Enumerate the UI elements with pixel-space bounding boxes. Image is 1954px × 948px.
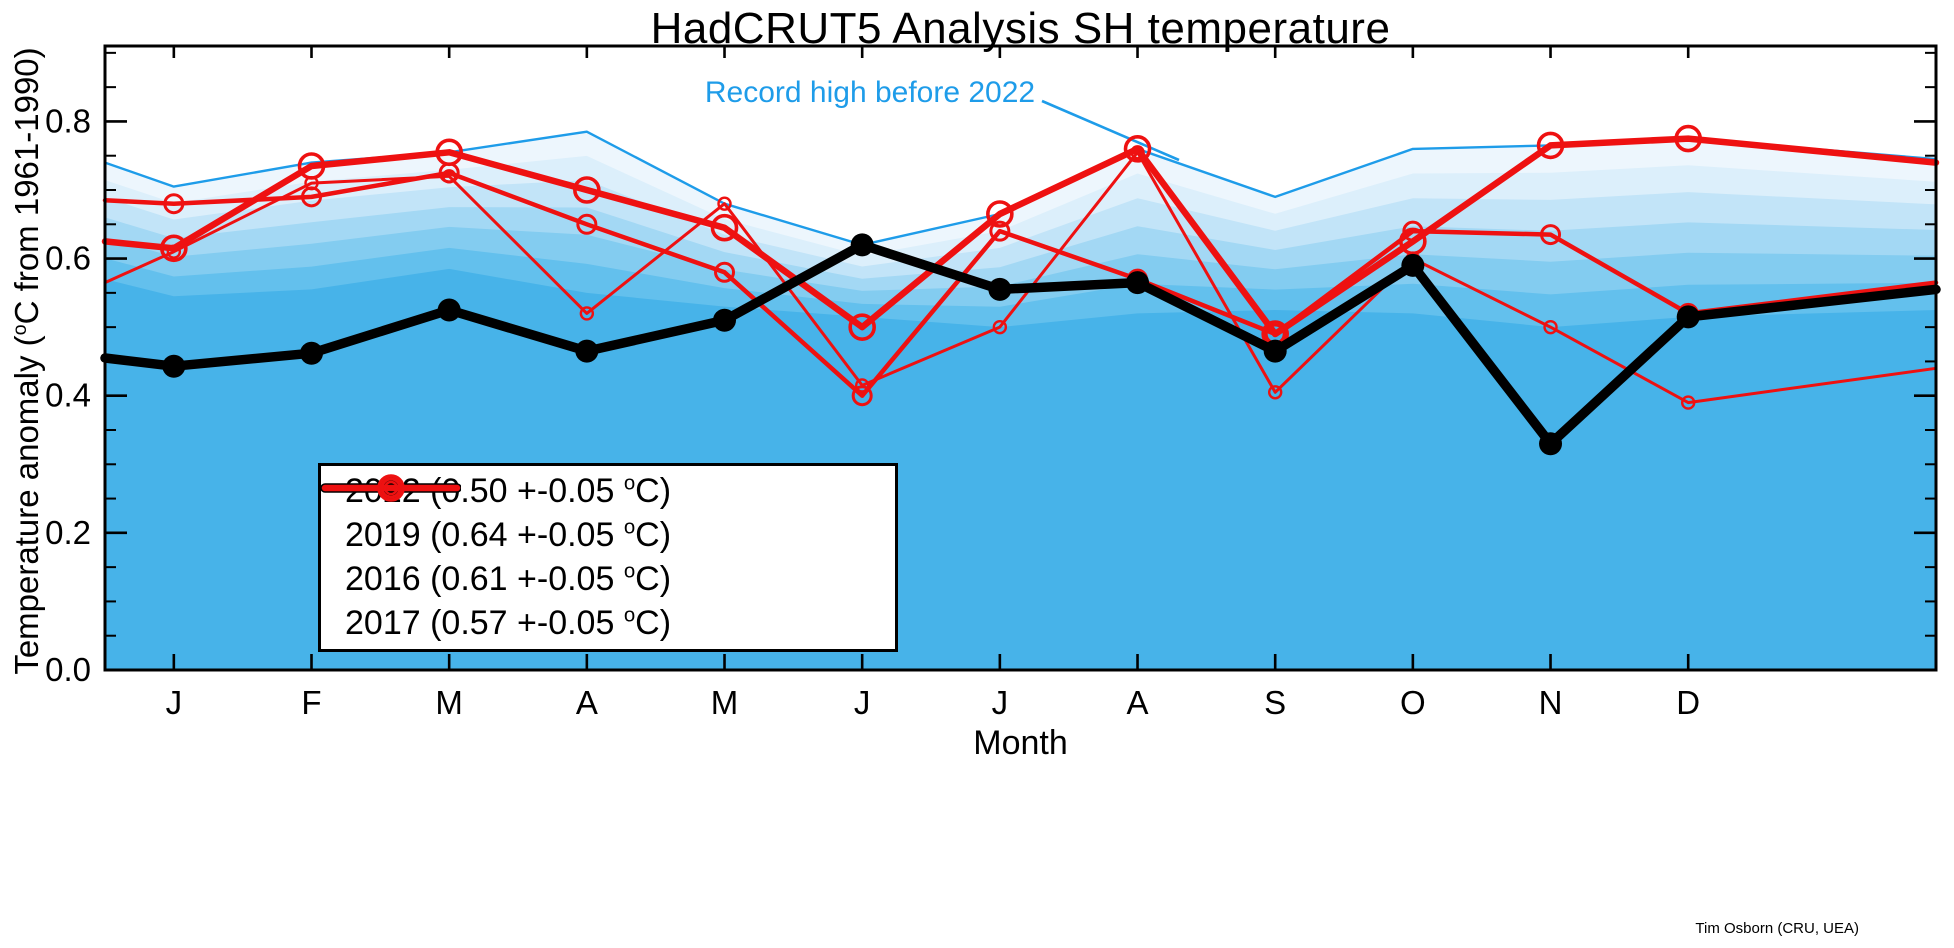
series-markers-2022	[162, 233, 1700, 456]
series-line-2016	[102, 170, 1939, 398]
marker-2016	[576, 213, 598, 235]
marker-2017	[854, 378, 870, 393]
annotation-pointer-line	[1041, 99, 1180, 162]
marker-2017	[579, 306, 595, 321]
marker-2022	[575, 339, 599, 363]
marker-2016	[714, 261, 736, 283]
y-axis-label: Temperature anomaly (oC from 1961-1990)	[8, 47, 45, 675]
month-label: M	[711, 684, 739, 721]
marker-2022	[988, 277, 1012, 301]
y-tick-label: 0.8	[45, 102, 91, 139]
chart-title: HadCRUT5 Analysis SH temperature	[650, 4, 1391, 53]
marker-2022	[1263, 339, 1287, 363]
marker-2019	[848, 313, 876, 341]
marker-2019	[710, 213, 739, 242]
marker-2017	[717, 196, 732, 211]
legend-item-2017: 2017 (0.57 +-0.05 oC)	[323, 480, 887, 643]
month-label: J	[992, 684, 1009, 721]
marker-2022	[437, 298, 461, 322]
legend-label-2019: 2019 (0.64 +-0.05 oC)	[345, 516, 672, 555]
marker-2022	[1401, 253, 1425, 277]
legend-sample-2017	[323, 480, 459, 496]
marker-2019	[1674, 124, 1702, 153]
y-tick-label: 0.2	[45, 514, 91, 551]
series-line-2022	[100, 240, 1941, 449]
legend-item-2016: 2016 (0.61 +-0.05 oC)	[322, 477, 887, 599]
marker-2019	[435, 138, 463, 167]
month-label: O	[1400, 684, 1426, 721]
marker-2022	[1539, 432, 1563, 456]
month-label: J	[166, 684, 183, 721]
marker-2019	[1123, 135, 1152, 163]
marker-2022	[162, 354, 186, 378]
axes: 0.0 0.2 0.4 0.6 0.8 J F M A M J J A S O N D	[45, 44, 1938, 721]
month-label: A	[1127, 684, 1149, 721]
series-line-2017	[103, 150, 1938, 405]
marker-2019	[297, 152, 326, 180]
plot-frame	[103, 44, 1938, 672]
marker-2016	[163, 193, 185, 215]
marker-2016	[989, 220, 1011, 242]
y-tick-label: 0.0	[45, 651, 91, 688]
month-label: A	[576, 684, 598, 721]
marker-2017	[441, 169, 457, 184]
month-label: N	[1539, 684, 1563, 721]
marker-2022	[850, 233, 874, 257]
y-tick-label: 0.6	[45, 240, 91, 277]
legend-item-2019: 2019 (0.64 +-0.05 oC)	[321, 474, 887, 555]
x-axis-label: Month	[973, 724, 1068, 762]
marker-2017	[1543, 319, 1558, 335]
marker-2022	[1126, 271, 1150, 295]
marker-2022	[1676, 305, 1700, 329]
legend: 2022 (0.50 +-0.05 oC) 2019 (0.64 +-0.05 o…	[318, 463, 898, 652]
month-label: S	[1264, 684, 1286, 721]
legend-marker	[383, 480, 399, 496]
legend-label-2017: 2017 (0.57 +-0.05 oC)	[345, 603, 672, 642]
marker-2019	[160, 234, 188, 263]
month-label: M	[435, 684, 463, 721]
legend-label-2016: 2016 (0.61 +-0.05 oC)	[345, 559, 672, 598]
series-2022	[100, 233, 1941, 456]
record-high-annotation: Record high before 2022	[704, 76, 1036, 109]
marker-2019	[573, 176, 601, 204]
credit-text: Tim Osborn (CRU, UEA)	[1695, 920, 1859, 937]
month-label: D	[1676, 684, 1700, 721]
marker-2022	[300, 341, 324, 365]
month-label: J	[854, 684, 871, 721]
marker-2016	[301, 186, 323, 208]
marker-2019	[1536, 131, 1565, 160]
marker-2016	[1540, 224, 1562, 246]
marker-2017	[1267, 385, 1283, 400]
marker-2022	[713, 308, 737, 332]
marker-2017	[992, 319, 1008, 335]
marker-2017	[1680, 395, 1696, 410]
marker-2019	[1399, 227, 1427, 256]
y-tick-label: 0.4	[45, 377, 91, 414]
month-label: F	[301, 684, 321, 721]
marker-2019	[986, 200, 1014, 228]
